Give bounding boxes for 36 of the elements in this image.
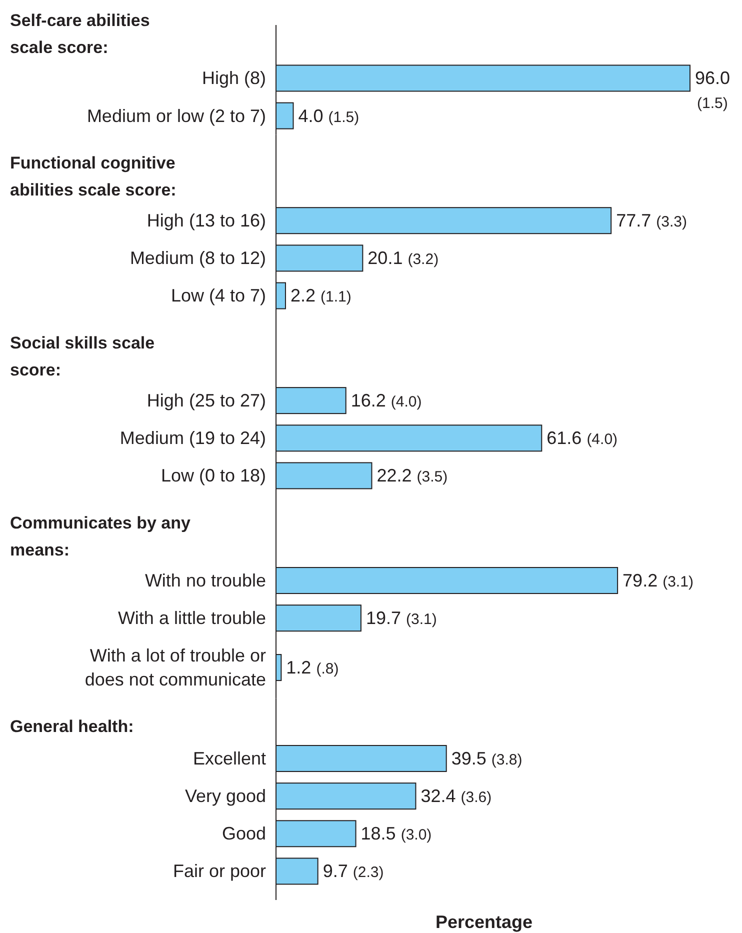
- y-tick-label: Medium or low (2 to 7): [86, 106, 266, 126]
- text: Self-care abilities scale score:: [10, 11, 150, 57]
- x-axis-title: Percentage: [435, 912, 533, 932]
- y-tick-label: With no trouble: [144, 570, 266, 591]
- y-tick-label: With a lot of trouble or does not communicate: [84, 646, 266, 690]
- data-label: 32.4 (3.6): [420, 786, 492, 806]
- y-tick-label: High (13 to 16): [146, 210, 266, 231]
- text: Social skills scale score:: [10, 333, 155, 380]
- y-tick-label: Very good: [184, 786, 266, 806]
- text: General health:: [10, 716, 134, 736]
- y-tick-label: Good: [222, 824, 266, 844]
- y-tick-label: High (25 to 27): [146, 390, 266, 411]
- text: Functional cognitive abilities scale score:: [10, 153, 176, 200]
- data-label: 16.2 (4.0): [350, 390, 422, 411]
- data-label: 79.2 (3.1): [622, 570, 694, 591]
- data-label: 61.6 (4.0): [546, 428, 618, 448]
- y-tick-label: Excellent: [192, 748, 266, 768]
- y-tick-label: Fair or poor: [172, 861, 266, 882]
- data-label: 2.2 (1.1): [290, 286, 352, 306]
- data-label: 9.7 (2.3): [322, 861, 384, 882]
- y-tick-label: Low (0 to 18): [160, 466, 266, 486]
- data-label: 77.7 (3.3): [616, 210, 687, 231]
- data-label: 22.2 (3.5): [376, 466, 448, 486]
- data-label: 39.5 (3.8): [451, 748, 522, 768]
- y-tick-label: Medium (19 to 24): [120, 428, 266, 448]
- data-label: 19.7 (3.1): [366, 608, 437, 628]
- data-label: 18.5 (3.0): [360, 824, 432, 844]
- data-label: 96.0 (1.5): [695, 68, 730, 112]
- y-tick-label: Low (4 to 7): [170, 286, 266, 306]
- text: Communicates by any means:: [10, 513, 191, 560]
- y-tick-label: With a little trouble: [118, 608, 266, 628]
- data-label: 4.0 (1.5): [298, 106, 360, 126]
- data-label: 1.2 (.8): [286, 658, 339, 678]
- y-tick-label: High (8): [202, 68, 266, 88]
- data-label: 20.1 (3.2): [368, 248, 439, 268]
- y-tick-label: Medium (8 to 12): [130, 248, 266, 268]
